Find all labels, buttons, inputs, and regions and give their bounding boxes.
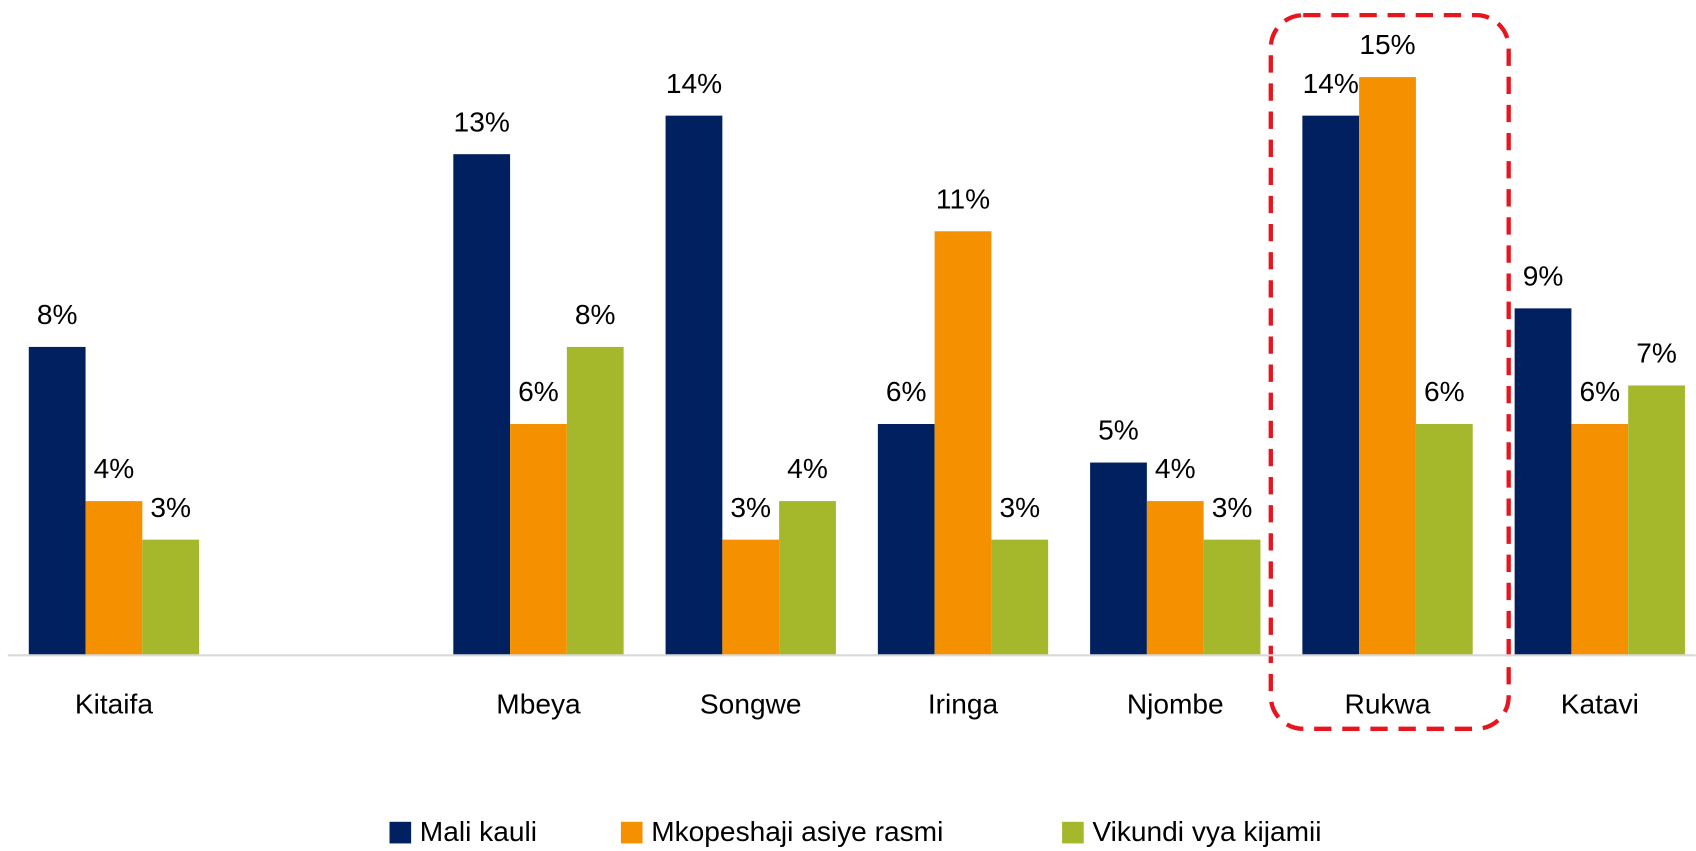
data-label: 6% bbox=[1579, 376, 1620, 407]
data-label: 6% bbox=[886, 376, 927, 407]
data-label: 8% bbox=[37, 299, 78, 330]
bar bbox=[1571, 424, 1629, 656]
data-label: 14% bbox=[1303, 68, 1359, 99]
legend-label: Vikundi vya kijamii bbox=[1092, 816, 1321, 847]
legend-swatch bbox=[1062, 821, 1084, 844]
legend-label: Mali kauli bbox=[420, 816, 537, 847]
highlight-box bbox=[1268, 12, 1511, 731]
data-label: 6% bbox=[518, 376, 559, 407]
x-tick-label: Kitaifa bbox=[75, 689, 153, 720]
bar bbox=[722, 539, 780, 656]
bar bbox=[934, 231, 992, 656]
x-tick-label: Katavi bbox=[1561, 689, 1639, 720]
bar bbox=[779, 501, 836, 656]
data-label: 11% bbox=[936, 183, 990, 214]
bar bbox=[1203, 539, 1261, 656]
bar bbox=[28, 346, 86, 656]
bar bbox=[1146, 501, 1204, 656]
data-label: 4% bbox=[94, 453, 135, 484]
legend-label: Mkopeshaji asiye rasmi bbox=[651, 816, 943, 847]
data-label: 8% bbox=[575, 299, 616, 330]
data-label: 15% bbox=[1359, 29, 1415, 60]
data-label: 13% bbox=[454, 106, 510, 137]
data-label: 7% bbox=[1636, 338, 1677, 369]
data-label: 4% bbox=[1155, 453, 1196, 484]
data-label: 3% bbox=[150, 492, 191, 523]
bar bbox=[566, 346, 624, 656]
data-label: 3% bbox=[730, 492, 771, 523]
legend-swatch bbox=[389, 821, 412, 844]
bar bbox=[1359, 77, 1416, 656]
data-label: 3% bbox=[999, 492, 1040, 523]
bar bbox=[510, 424, 567, 656]
data-label: 3% bbox=[1212, 492, 1253, 523]
data-label: 14% bbox=[666, 68, 722, 99]
x-tick-label: Rukwa bbox=[1345, 689, 1431, 720]
data-label: 9% bbox=[1523, 261, 1564, 292]
bar bbox=[1415, 424, 1473, 656]
x-tick-label: Njombe bbox=[1127, 689, 1224, 720]
bar bbox=[1090, 462, 1147, 656]
bar bbox=[1628, 385, 1685, 656]
data-label: 5% bbox=[1098, 415, 1139, 446]
x-tick-label: Mbeya bbox=[496, 689, 581, 720]
bar bbox=[85, 501, 143, 656]
x-tick-label: Songwe bbox=[700, 689, 802, 720]
data-label: 6% bbox=[1424, 376, 1465, 407]
bar bbox=[877, 424, 935, 656]
bar bbox=[991, 539, 1049, 656]
bar bbox=[1514, 308, 1572, 656]
bar bbox=[665, 115, 723, 656]
data-label: 4% bbox=[787, 453, 828, 484]
bar bbox=[453, 154, 511, 656]
bar bbox=[142, 539, 200, 656]
legend-swatch bbox=[620, 821, 643, 844]
bar bbox=[1302, 115, 1360, 656]
x-tick-label: Iringa bbox=[928, 689, 999, 720]
